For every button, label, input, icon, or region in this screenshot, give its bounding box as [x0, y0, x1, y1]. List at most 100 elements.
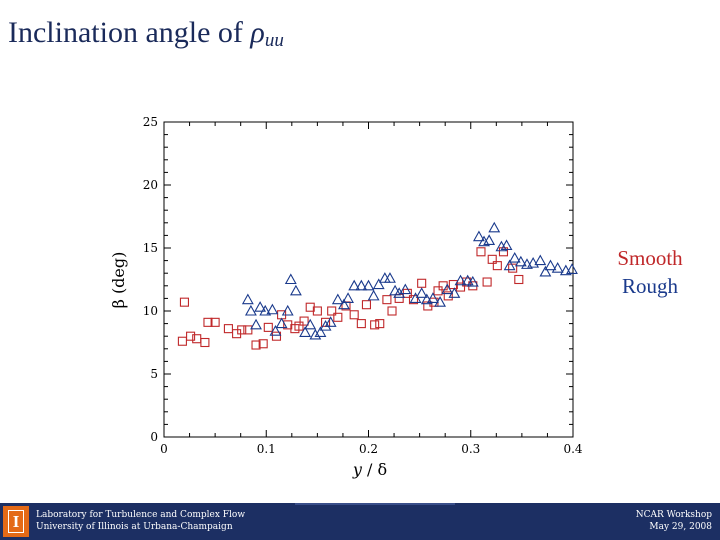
point-rough	[314, 326, 327, 337]
point-rough	[503, 259, 516, 271]
point-smooth	[482, 277, 492, 287]
point-rough	[241, 293, 254, 305]
y-tick-label: 10	[143, 304, 158, 318]
x-axis-label-rest: / δ	[362, 460, 387, 479]
point-rough	[331, 293, 344, 305]
x-tick-label: 0	[160, 442, 168, 456]
slide-title: Inclination angle of ρuu	[8, 16, 284, 51]
point-rough	[500, 239, 513, 251]
point-smooth	[514, 274, 524, 285]
point-smooth	[417, 278, 427, 288]
point-smooth	[179, 297, 189, 307]
point-rough	[309, 328, 322, 340]
point-rough	[551, 262, 564, 273]
point-smooth	[243, 325, 253, 335]
point-smooth	[177, 336, 187, 346]
point-smooth	[349, 310, 359, 320]
x-tick-label: 0.2	[359, 442, 378, 456]
footer-lab-info: Laboratory for Turbulence and Complex Fl…	[36, 509, 245, 533]
footer-accent	[295, 503, 455, 505]
point-rough	[415, 287, 428, 298]
point-smooth	[382, 295, 392, 305]
point-smooth	[408, 295, 419, 305]
point-smooth	[492, 261, 502, 271]
title-text: Inclination angle of	[8, 16, 251, 49]
footer-event-line1: NCAR Workshop	[635, 510, 712, 520]
x-axis-label-var: y	[352, 460, 363, 479]
point-smooth	[271, 331, 282, 341]
plot-frame	[163, 121, 574, 438]
logo-glyph: I	[12, 512, 20, 531]
point-rough	[284, 273, 297, 285]
point-rough	[448, 287, 461, 298]
point-rough	[461, 274, 474, 286]
point-smooth	[203, 317, 213, 327]
footer-lab-line2: University of Illinois at Urbana-Champai…	[36, 522, 233, 532]
point-smooth	[387, 306, 397, 316]
title-subscript: uu	[264, 30, 284, 51]
point-rough	[259, 304, 272, 316]
point-smooth	[200, 337, 210, 348]
point-rough	[399, 283, 412, 295]
point-rough	[342, 292, 354, 303]
point-smooth	[433, 286, 443, 296]
point-smooth	[327, 306, 337, 316]
point-rough	[393, 287, 406, 298]
point-rough	[466, 275, 479, 287]
point-rough	[281, 304, 294, 316]
point-smooth	[370, 320, 380, 330]
point-smooth	[210, 317, 220, 327]
point-rough	[534, 254, 547, 266]
point-smooth	[294, 321, 304, 331]
point-smooth	[258, 339, 268, 349]
x-tick-label: 0.4	[563, 442, 582, 456]
point-rough	[539, 265, 552, 277]
data-points	[177, 221, 578, 350]
point-smooth	[476, 247, 486, 257]
point-rough	[514, 255, 527, 267]
legend-smooth: Smooth	[617, 246, 683, 270]
axis-ticks: 0 0.1 0.2 0.3 0.4 0 5 10 15 20 25	[143, 115, 583, 456]
y-tick-label: 15	[143, 241, 158, 255]
point-rough	[299, 326, 312, 337]
point-rough	[544, 259, 557, 271]
x-tick-label: 0.1	[257, 442, 276, 456]
point-rough	[441, 283, 454, 295]
title-symbol: ρ	[250, 16, 265, 49]
point-rough	[434, 296, 447, 307]
point-smooth	[237, 325, 247, 335]
point-smooth	[299, 316, 309, 326]
y-tick-label: 20	[143, 178, 158, 192]
point-rough	[527, 256, 540, 268]
point-rough	[275, 317, 288, 329]
point-rough	[254, 301, 267, 312]
point-rough	[324, 316, 337, 327]
footer-event-line2: May 29, 2008	[649, 522, 712, 532]
point-rough	[372, 278, 385, 290]
footer-bar	[0, 503, 720, 540]
footer-lab-line1: Laboratory for Turbulence and Complex Fl…	[36, 510, 246, 520]
point-rough	[566, 263, 578, 274]
point-rough	[378, 272, 391, 283]
y-tick-label: 0	[150, 430, 158, 444]
point-smooth	[333, 312, 343, 322]
point-rough	[367, 289, 380, 301]
point-smooth	[263, 322, 273, 332]
point-smooth	[498, 247, 509, 257]
point-rough	[250, 318, 262, 330]
point-rough	[483, 234, 496, 245]
university-logo: I	[3, 506, 29, 537]
point-rough	[348, 279, 361, 291]
point-smooth	[375, 319, 385, 329]
y-axis-label: β (deg)	[109, 252, 128, 309]
point-rough	[426, 292, 439, 303]
point-smooth	[251, 340, 261, 350]
point-smooth	[223, 324, 233, 334]
y-tick-label: 25	[143, 115, 158, 129]
point-rough	[472, 230, 485, 242]
point-smooth	[455, 282, 466, 292]
point-rough	[304, 318, 317, 330]
point-smooth	[361, 300, 372, 310]
point-smooth	[508, 263, 518, 273]
